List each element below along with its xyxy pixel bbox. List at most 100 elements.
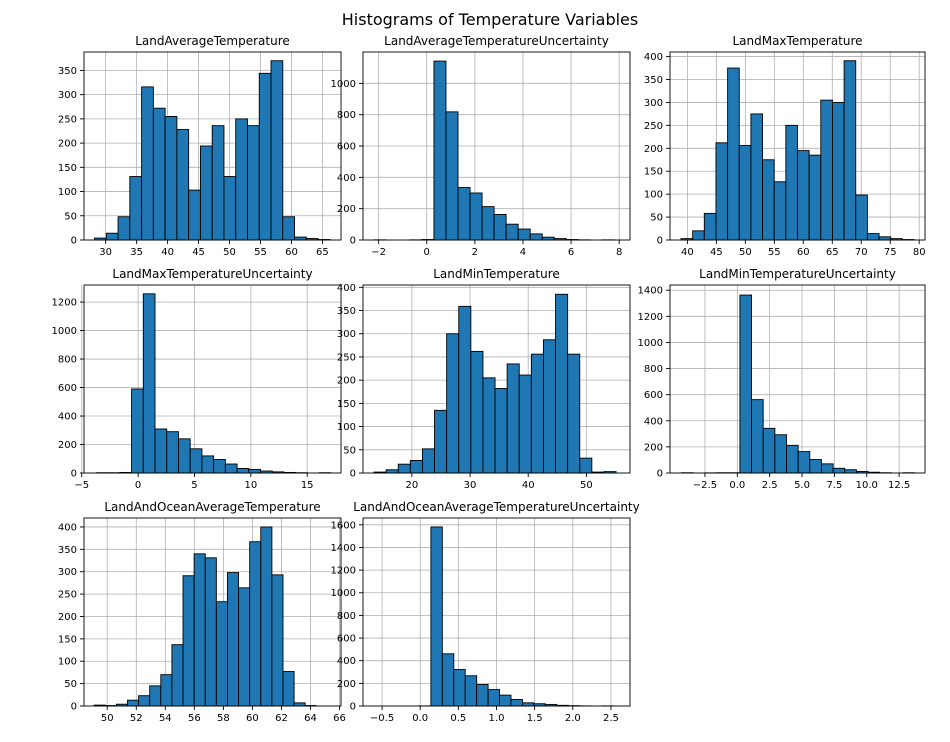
x-tick-label: 40 xyxy=(681,247,694,258)
histogram-bar xyxy=(247,125,260,241)
histogram-bar xyxy=(750,113,764,241)
axes-frame xyxy=(669,284,926,474)
histogram-bars xyxy=(373,293,617,474)
histogram-bar xyxy=(517,228,531,241)
y-tick-label: 600 xyxy=(337,634,356,645)
histogram-bar xyxy=(494,388,508,474)
y-tick-label: 200 xyxy=(644,442,663,453)
x-tick-label: 30 xyxy=(99,247,112,258)
histogram-bar xyxy=(453,669,466,707)
histogram-bar xyxy=(434,409,448,474)
histogram-bar xyxy=(149,685,162,707)
histogram-bar xyxy=(248,468,261,474)
x-tick-label: 80 xyxy=(913,247,926,258)
y-tick-label: 250 xyxy=(337,352,356,363)
y-tick-label: 50 xyxy=(64,211,77,222)
histogram-bar xyxy=(227,572,240,707)
y-tick-label: 250 xyxy=(58,590,77,601)
x-tick-label: 35 xyxy=(130,247,143,258)
histogram-bar xyxy=(481,206,495,241)
y-tick-label: 1000 xyxy=(331,79,356,90)
y-tick-label: 150 xyxy=(58,634,77,645)
subplot: 40 45 50 55 60 65 70 75 80 0 50 100 150 200 250 300 350 4… xyxy=(644,34,926,258)
histogram-bar xyxy=(385,469,399,474)
histogram-bar xyxy=(141,86,154,241)
subplot-title: LandMinTemperature xyxy=(433,267,560,281)
histogram-bar xyxy=(506,363,520,474)
subplot-title: LandMaxTemperature xyxy=(732,34,862,48)
histogram-bar xyxy=(138,695,151,707)
y-tick-label: 400 xyxy=(337,173,356,184)
y-tick-label: 600 xyxy=(58,383,77,394)
histogram-bar xyxy=(211,125,225,241)
y-tick-label: 1200 xyxy=(638,312,663,323)
y-tick-label: 300 xyxy=(644,98,663,109)
x-tick-label: 54 xyxy=(159,713,172,724)
histogram-bar xyxy=(166,431,179,474)
histogram-bar xyxy=(469,192,483,241)
histogram-bar xyxy=(445,111,459,241)
x-tick-label: 60 xyxy=(285,247,298,258)
subplot: 20 30 40 50 0 50 100 150 200 250 300 350 400 LandMinT… xyxy=(337,267,631,491)
x-tick-label: 56 xyxy=(188,713,201,724)
histogram-bar xyxy=(271,574,284,707)
subplot-title: LandAndOceanAverageTemperature xyxy=(104,500,320,514)
histogram-bar xyxy=(204,557,217,707)
figure-title: Histograms of Temperature Variables xyxy=(342,10,638,29)
y-tick-label: 1000 xyxy=(331,588,356,599)
histogram-bar xyxy=(282,216,296,241)
y-tick-label: 150 xyxy=(58,163,77,174)
histogram-bar xyxy=(866,233,880,241)
y-tick-label: 350 xyxy=(337,306,356,317)
histogram-bar xyxy=(715,142,729,241)
x-tick-label: 7.5 xyxy=(826,480,842,491)
histogram-bar xyxy=(530,353,544,474)
x-tick-label: −2 xyxy=(371,247,386,258)
y-tick-label: 50 xyxy=(343,445,356,456)
y-tick-label: 0 xyxy=(657,469,663,480)
y-tick-label: 0 xyxy=(350,702,356,713)
x-tick-label: 52 xyxy=(130,713,143,724)
histogram-bar xyxy=(446,333,460,474)
x-tick-label: 1.0 xyxy=(489,713,505,724)
y-tick-label: 50 xyxy=(650,213,663,224)
y-tick-label: 1000 xyxy=(52,326,77,337)
histogram-bar xyxy=(260,526,273,707)
x-tick-label: 0 xyxy=(135,480,141,491)
x-tick-label: −2.5 xyxy=(693,480,717,491)
histogram-bar xyxy=(785,124,798,241)
histogram-bar xyxy=(727,67,740,241)
histogram-bar xyxy=(843,60,857,241)
histogram-bar xyxy=(238,587,251,707)
axes-frame xyxy=(83,51,342,241)
y-tick-label: 100 xyxy=(58,187,77,198)
y-tick-label: 1400 xyxy=(638,286,663,297)
y-tick-label: 200 xyxy=(58,139,77,150)
histogram-bars xyxy=(419,526,615,707)
histogram-bar xyxy=(808,154,822,241)
histogram-bar xyxy=(855,194,868,241)
subplot: −2.5 0.0 2.5 5.0 7.5 10.0 12.5 0 200 400 600 800 100… xyxy=(638,267,926,491)
y-tick-label: 0 xyxy=(71,702,77,713)
y-tick-label: 200 xyxy=(337,679,356,690)
y-tick-label: 800 xyxy=(337,110,356,121)
histogram-bar xyxy=(152,107,166,241)
subplot-title: LandMaxTemperatureUncertainty xyxy=(112,267,312,281)
histogram-bar xyxy=(201,455,215,474)
x-tick-label: 40 xyxy=(522,480,535,491)
x-tick-label: 2.5 xyxy=(603,713,619,724)
histogram-bar xyxy=(499,694,512,707)
axes-frame xyxy=(83,284,342,474)
subplot: −0.5 0.0 0.5 1.0 1.5 2.0 2.5 0 200 400 600 800 1000 1… xyxy=(331,500,640,724)
axes-frame xyxy=(83,517,342,707)
x-tick-label: 0.0 xyxy=(412,713,428,724)
x-tick-label: 10.0 xyxy=(856,480,878,491)
y-tick-label: 1600 xyxy=(331,520,356,531)
histogram-bar xyxy=(213,459,226,474)
y-tick-label: 400 xyxy=(644,52,663,63)
histogram-bar xyxy=(797,150,810,241)
histogram-bars xyxy=(373,60,615,241)
histogram-bar xyxy=(215,601,228,707)
histogram-bar xyxy=(542,339,556,474)
x-tick-label: 6 xyxy=(568,247,574,258)
